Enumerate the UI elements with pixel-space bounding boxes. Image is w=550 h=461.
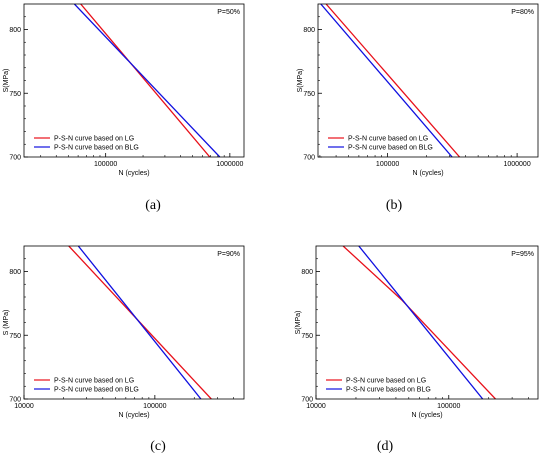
x-axis-label: N (cycles) bbox=[412, 170, 443, 177]
x-tick-label: 100000 bbox=[94, 161, 117, 168]
legend-label: P-S-N curve based on LG bbox=[346, 378, 426, 385]
probability-annotation: P=95% bbox=[511, 251, 534, 258]
x-tick-label: 100000 bbox=[376, 161, 399, 168]
x-tick-label: 1000000 bbox=[503, 161, 530, 168]
legend-label: P-S-N curve based on BLG bbox=[348, 145, 433, 152]
chart-panel-2: 700 750 800 100000 1000000 N (cycles) S(MPa) P=… bbox=[297, 3, 539, 213]
legend: P-S-N curve based on LG P-S-N curve based… bbox=[34, 136, 139, 152]
legend-label: P-S-N curve based on BLG bbox=[54, 387, 139, 394]
probability-annotation: P=80% bbox=[511, 9, 534, 16]
legend-label: P-S-N curve based on LG bbox=[54, 136, 134, 143]
series-line-blg bbox=[358, 246, 484, 399]
panel-label: (c) bbox=[150, 439, 166, 454]
y-tick-label: 800 bbox=[9, 269, 21, 276]
y-tick-label: 750 bbox=[301, 333, 313, 340]
series-line-lg bbox=[80, 4, 211, 157]
x-axis-label: N (cycles) bbox=[118, 412, 149, 419]
panel-label: (a) bbox=[145, 198, 161, 213]
legend-label: P-S-N curve based on BLG bbox=[54, 145, 139, 152]
x-tick-label: 10000 bbox=[306, 403, 326, 410]
x-tick-label: 1000000 bbox=[216, 161, 243, 168]
probability-annotation: P=50% bbox=[217, 9, 240, 16]
chart-panel-3: 700 750 800 10000 100000 N (cycles) S (MPa) P=9… bbox=[3, 245, 245, 454]
series-line-lg bbox=[342, 246, 496, 399]
y-tick-label: 700 bbox=[303, 155, 315, 162]
x-tick-label: 100000 bbox=[143, 403, 166, 410]
y-axis-label: S(MPa) bbox=[297, 69, 304, 93]
series-line-blg bbox=[320, 4, 453, 157]
x-axis-label: N (cycles) bbox=[411, 412, 442, 419]
y-tick-label: 700 bbox=[9, 397, 21, 404]
y-tick-label: 750 bbox=[9, 333, 21, 340]
legend-label: P-S-N curve based on LG bbox=[54, 378, 134, 385]
y-tick-label: 800 bbox=[303, 27, 315, 34]
panel-label: (d) bbox=[377, 439, 394, 454]
y-tick-label: 750 bbox=[303, 91, 315, 98]
series-line-blg bbox=[73, 4, 221, 157]
plot-frame bbox=[23, 245, 245, 400]
x-axis-label: N (cycles) bbox=[118, 170, 149, 177]
x-tick-label: 100000 bbox=[437, 403, 460, 410]
plot-frame bbox=[315, 245, 539, 400]
y-tick-label: 800 bbox=[9, 27, 21, 34]
panel-label: (b) bbox=[386, 198, 403, 213]
series-line-blg bbox=[77, 246, 202, 399]
legend-label: P-S-N curve based on LG bbox=[348, 136, 428, 143]
y-axis-label: S(MPa) bbox=[3, 69, 10, 93]
y-tick-label: 750 bbox=[9, 91, 21, 98]
y-axis-label: S (MPa) bbox=[3, 310, 10, 336]
chart-panel-4: 700 750 800 10000 100000 N (cycles) S(MPa) P=95… bbox=[295, 245, 539, 454]
legend-label: P-S-N curve based on BLG bbox=[346, 387, 431, 394]
y-axis-label: S(MPa) bbox=[295, 311, 302, 335]
legend: P-S-N curve based on LG P-S-N curve based… bbox=[34, 378, 139, 394]
plot-frame bbox=[317, 3, 539, 158]
probability-annotation: P=90% bbox=[217, 251, 240, 258]
chart-panel-1: 700 750 800 100000 1000000 N (cycles) S(MPa) P=… bbox=[3, 3, 245, 213]
x-tick-label: 10000 bbox=[14, 403, 34, 410]
y-tick-label: 700 bbox=[9, 155, 21, 162]
legend: P-S-N curve based on LG P-S-N curve based… bbox=[326, 378, 431, 394]
legend: P-S-N curve based on LG P-S-N curve based… bbox=[328, 136, 433, 152]
series-line-lg bbox=[325, 4, 461, 157]
y-tick-label: 800 bbox=[301, 269, 313, 276]
plot-frame bbox=[23, 3, 245, 158]
y-tick-label: 700 bbox=[301, 397, 313, 404]
